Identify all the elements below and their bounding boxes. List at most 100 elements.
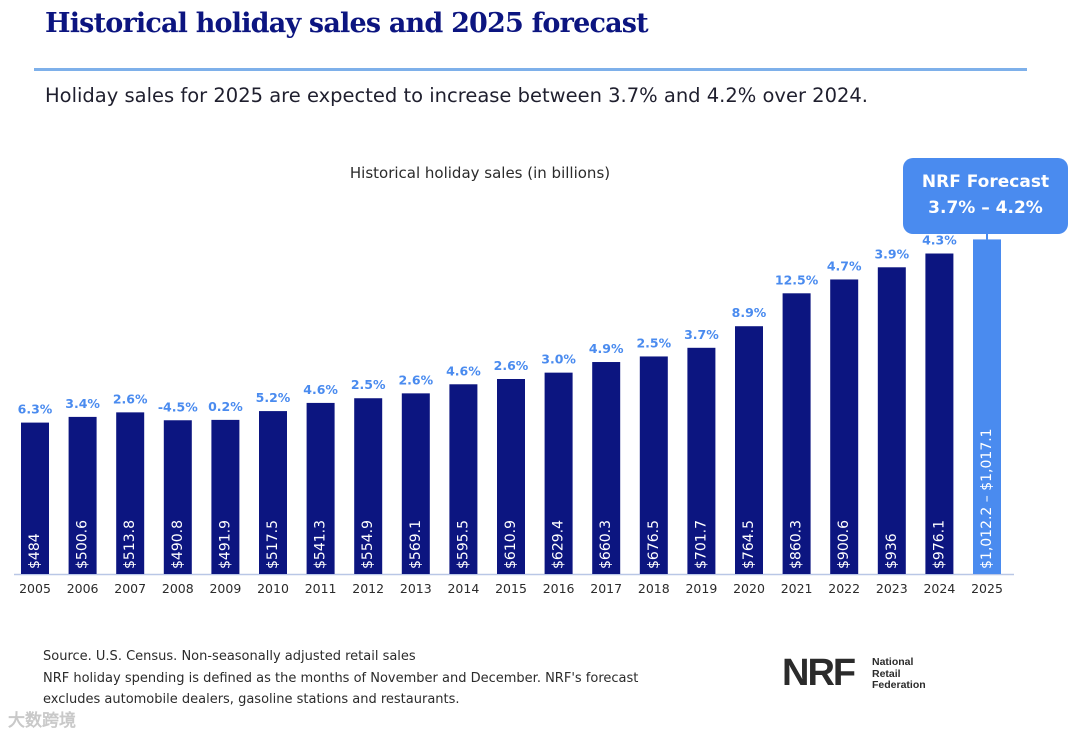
bar-2024 <box>925 253 954 574</box>
x-tick-label: 2020 <box>733 581 765 596</box>
x-tick-label: 2021 <box>781 581 813 596</box>
bar-2019 <box>687 347 716 574</box>
growth-label: 6.3% <box>18 402 53 417</box>
growth-label: 3.9% <box>874 246 909 261</box>
forecast-callout-title: NRF Forecast <box>921 172 1050 192</box>
bar-value-label: $701.7 <box>693 520 709 569</box>
bar-2023 <box>877 267 906 574</box>
nrf-logo-line3: Federation <box>872 679 926 691</box>
bar-value-label: $513.8 <box>122 520 138 569</box>
page-title: Historical holiday sales and 2025 foreca… <box>45 8 649 39</box>
bar-2021 <box>782 293 811 574</box>
growth-label: 4.3% <box>922 233 957 248</box>
page-subtitle: Holiday sales for 2025 are expected to i… <box>45 84 869 107</box>
forecast-callout-range: 3.7% – 4.2% <box>928 198 1043 218</box>
bar-value-label: $484 <box>27 533 43 569</box>
growth-label: 3.7% <box>684 327 719 342</box>
bar-value-label: $595.5 <box>455 520 471 569</box>
bar-2015 <box>497 378 525 574</box>
growth-label: -4.5% <box>158 399 198 414</box>
bar-value-label: $517.5 <box>265 520 281 569</box>
bar-value-label: $554.9 <box>360 520 376 569</box>
x-tick-label: 2007 <box>114 581 146 596</box>
bar-2018 <box>639 356 668 574</box>
watermark: 大数跨境 <box>8 711 76 731</box>
x-tick-label: 2017 <box>590 581 622 596</box>
growth-label: 4.6% <box>446 363 481 378</box>
growth-label: 4.7% <box>827 258 862 273</box>
bar-value-label: $490.8 <box>170 520 186 569</box>
x-tick-label: 2005 <box>19 581 51 596</box>
nrf-logo-wordmark: National Retail Federation <box>872 656 926 692</box>
bar-2007 <box>116 412 145 574</box>
bar-2016 <box>544 372 573 574</box>
bar-2009 <box>211 419 240 574</box>
nrf-logo-mark: NRF <box>782 652 856 694</box>
x-tick-label: 2016 <box>543 581 575 596</box>
bar-2006 <box>68 416 97 574</box>
forecast-callout: NRF Forecast 3.7% – 4.2% <box>903 158 1068 234</box>
growth-label: 2.6% <box>398 372 433 387</box>
x-tick-label: 2010 <box>257 581 289 596</box>
x-tick-label: 2008 <box>162 581 194 596</box>
growth-label: 0.2% <box>208 399 243 414</box>
bar-value-label: $569.1 <box>408 520 424 569</box>
bar-2012 <box>354 398 383 574</box>
bar-value-label: $860.3 <box>789 520 805 569</box>
chart-title: Historical holiday sales (in billions) <box>349 164 611 182</box>
growth-label: 4.9% <box>589 341 624 356</box>
growth-label: 4.6% <box>303 382 338 397</box>
bar-2014 <box>449 384 478 574</box>
nrf-logo-line2: Retail <box>872 667 901 680</box>
growth-label: 5.2% <box>256 390 291 405</box>
bar-2005 <box>21 422 49 574</box>
forecast-bar-2025 <box>973 239 1001 575</box>
footnote: Source. U.S. Census. Non-seasonally adju… <box>43 646 638 711</box>
bar-value-label: $976.1 <box>931 520 947 569</box>
growth-label: 2.5% <box>636 335 671 350</box>
footnote-source: Source. U.S. Census. Non-seasonally adju… <box>43 649 416 664</box>
x-tick-label: 2022 <box>828 581 860 596</box>
x-tick-label: 2012 <box>352 581 384 596</box>
title-divider <box>34 68 1027 71</box>
bar-value-label: $500.6 <box>75 520 91 569</box>
x-tick-label: 2011 <box>305 581 337 596</box>
x-tick-label: 2014 <box>447 581 479 596</box>
bar-2013 <box>401 393 430 574</box>
x-tick-label: 2015 <box>495 581 527 596</box>
x-tick-label: 2023 <box>876 581 908 596</box>
bar-2017 <box>592 362 621 574</box>
bar-2011 <box>306 402 335 574</box>
growth-label: 3.4% <box>65 396 100 411</box>
bar-value-label: $629.4 <box>551 520 567 569</box>
growth-label: 3.0% <box>541 352 576 367</box>
bar-value-label: $676.5 <box>646 520 662 569</box>
bar-value-label: $936 <box>884 533 900 569</box>
x-tick-label: 2006 <box>67 581 99 596</box>
nrf-logo-line1: National <box>872 656 914 668</box>
bar-value-label: $1,012.2 – $1,017.1 <box>979 428 995 569</box>
x-tick-label: 2024 <box>923 581 955 596</box>
growth-label: 8.9% <box>732 305 767 320</box>
growth-label: 2.5% <box>351 377 386 392</box>
bar-value-label: $660.3 <box>598 520 614 569</box>
bar-value-label: $764.5 <box>741 520 757 569</box>
x-tick-label: 2013 <box>400 581 432 596</box>
bar-value-label: $491.9 <box>217 520 233 569</box>
bar-value-label: $541.3 <box>313 520 329 569</box>
x-tick-label: 2019 <box>685 581 717 596</box>
bar-2020 <box>735 326 763 574</box>
footnote-exclusions: excludes automobile dealers, gasoline st… <box>43 692 460 707</box>
x-tick-label: 2025 <box>971 581 1003 596</box>
growth-label: 2.6% <box>113 391 148 406</box>
growth-label: 2.6% <box>494 358 529 373</box>
bar-2022 <box>830 279 859 574</box>
bar-2010 <box>259 411 287 574</box>
footnote-definition: NRF holiday spending is defined as the m… <box>43 670 639 686</box>
x-tick-label: 2018 <box>638 581 670 596</box>
growth-label: 12.5% <box>775 272 819 287</box>
bar-value-label: $610.9 <box>503 520 519 569</box>
bar-2008 <box>163 420 192 574</box>
x-tick-label: 2009 <box>209 581 241 596</box>
